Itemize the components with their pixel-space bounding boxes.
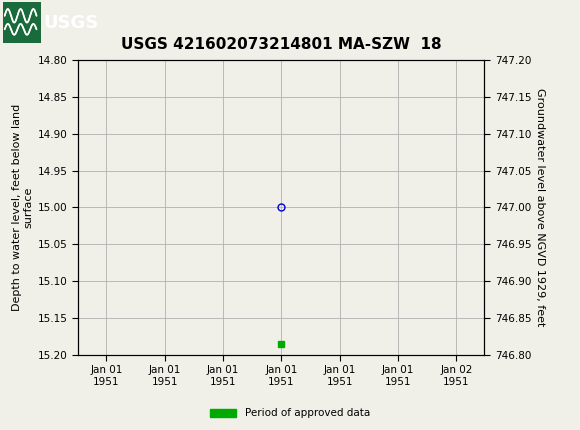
Y-axis label: Depth to water level, feet below land
surface: Depth to water level, feet below land su…: [12, 104, 34, 311]
FancyBboxPatch shape: [3, 2, 41, 43]
Text: USGS: USGS: [44, 14, 99, 31]
Legend: Period of approved data: Period of approved data: [206, 404, 374, 423]
Title: USGS 421602073214801 MA-SZW  18: USGS 421602073214801 MA-SZW 18: [121, 37, 441, 52]
Y-axis label: Groundwater level above NGVD 1929, feet: Groundwater level above NGVD 1929, feet: [535, 88, 545, 327]
